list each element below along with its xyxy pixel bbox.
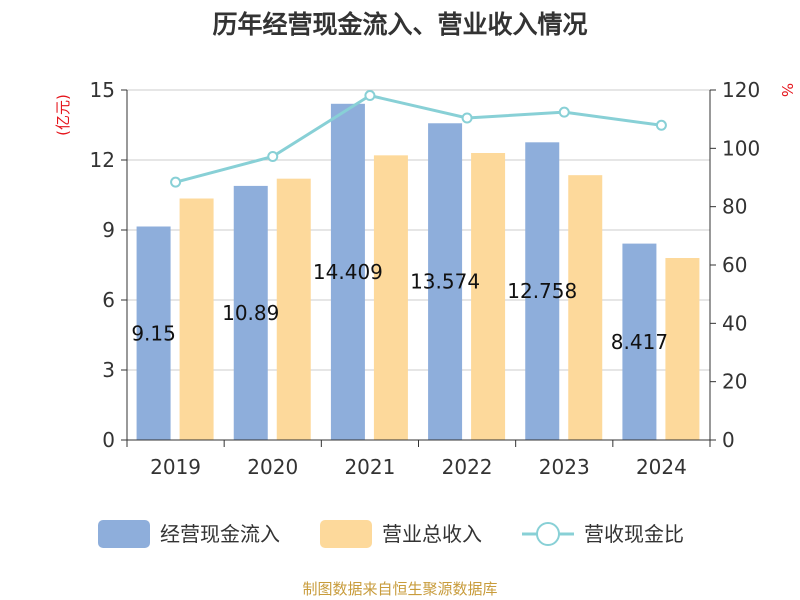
legend-label-revenue: 营业总收入 [382, 522, 482, 546]
ratio-line [170, 90, 667, 188]
legend-label-ratio: 营收现金比 [584, 522, 684, 546]
right-axis-unit: % [778, 83, 796, 97]
legend: 经营现金流入 营业总收入 营收现金比 [98, 520, 684, 548]
bars [136, 103, 700, 441]
bar-revenue [276, 178, 311, 440]
bar-revenue [568, 175, 603, 440]
ratio-point [558, 106, 570, 118]
left-tick-label: 6 [102, 288, 115, 312]
bar-cash-inflow [622, 243, 657, 440]
ratio-line-path [175, 93, 662, 184]
gridlines [127, 89, 710, 371]
bar-cash-inflow [136, 226, 171, 440]
right-tick-label: 20 [722, 370, 747, 394]
data-label-cash-inflow: 14.409 [313, 260, 383, 284]
bar-revenue [179, 198, 214, 440]
x-tick-label: 2022 [442, 455, 493, 479]
left-tick-label: 3 [102, 358, 115, 382]
bar-cash-inflow [525, 142, 560, 440]
bar-cash-inflow [428, 123, 463, 441]
left-tick-label: 0 [102, 428, 115, 452]
x-tick-label: 2020 [247, 455, 298, 479]
bar-cash-inflow [330, 103, 365, 440]
data-label-cash-inflow: 12.758 [507, 279, 577, 303]
data-labels: 9.15 10.89 14.409 13.574 12.758 8.417 [131, 260, 668, 354]
left-tick-label: 15 [90, 78, 115, 102]
ratio-point [364, 90, 376, 102]
legend-swatch-ratio-point [536, 522, 560, 546]
axes: 0 3 6 9 12 15 0 20 40 60 80 100 120 2019 2020 2021 2022 2… [90, 78, 761, 479]
right-tick-label: 120 [722, 78, 760, 102]
data-label-cash-inflow: 13.574 [410, 270, 480, 294]
x-tick-label: 2019 [150, 455, 201, 479]
right-tick-label: 80 [722, 195, 747, 219]
legend-swatch-revenue [320, 520, 372, 548]
data-label-cash-inflow: 10.89 [222, 301, 279, 325]
ratio-point [461, 112, 473, 124]
ratio-point [655, 119, 667, 131]
chart-title: 历年经营现金流入、营业收入情况 [212, 10, 587, 39]
data-label-cash-inflow: 8.417 [611, 330, 668, 354]
left-tick-label: 12 [90, 148, 115, 172]
bar-revenue [471, 153, 506, 440]
bar-revenue [665, 258, 700, 440]
legend-swatch-cash-inflow [98, 520, 150, 548]
right-tick-label: 60 [722, 253, 747, 277]
bar-cash-inflow [233, 185, 268, 440]
legend-label-cash-inflow: 经营现金流入 [160, 522, 280, 546]
source-note: 制图数据来自恒生聚源数据库 [302, 580, 497, 598]
right-tick-label: 40 [722, 311, 747, 335]
right-tick-label: 100 [722, 136, 760, 160]
ratio-point [170, 176, 182, 188]
x-tick-label: 2021 [344, 455, 395, 479]
ratio-point [267, 151, 279, 162]
x-tick-label: 2024 [636, 455, 687, 479]
left-tick-label: 9 [102, 218, 115, 242]
right-tick-label: 0 [722, 428, 735, 452]
left-axis-unit: (亿元) [54, 94, 72, 136]
x-tick-label: 2023 [539, 455, 590, 479]
data-label-cash-inflow: 9.15 [131, 321, 176, 345]
bar-revenue [373, 155, 408, 441]
